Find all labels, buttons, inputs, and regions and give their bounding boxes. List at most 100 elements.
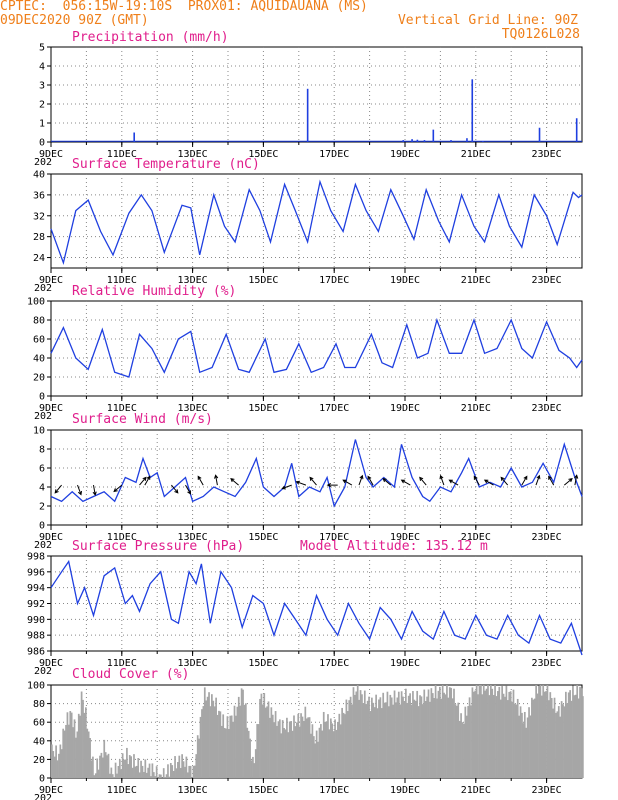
y-tick-label: 100 [27, 297, 45, 308]
cloud-bar [358, 699, 360, 778]
y-tick-label: 20 [33, 755, 45, 766]
cloud-bar [542, 685, 545, 778]
cloud-bar [271, 714, 274, 778]
cloud-bar [124, 759, 127, 778]
cloud-bar [509, 691, 512, 778]
cloud-bar [526, 717, 529, 778]
cloud-bar [150, 776, 152, 778]
y-tick-label: 80 [33, 316, 45, 327]
cloud-bar [59, 744, 62, 778]
cloud-bar [66, 712, 69, 778]
x-tick-label: 9DEC [39, 403, 63, 414]
panel-6: 0 20 40 60 80 100 9DEC 11DEC 13DEC 15DEC 17DEC 19DE… [27, 667, 584, 800]
cloud-bar [261, 704, 264, 778]
wind-arrow [144, 475, 151, 486]
cloud-bar [373, 707, 376, 778]
cloud-bar [131, 767, 134, 778]
cloud-bar [94, 773, 97, 778]
cloud-bar [337, 721, 339, 778]
cloud-bar [126, 747, 128, 778]
cloud-bar [213, 706, 216, 778]
cloud-bar [240, 688, 243, 778]
cloud-bar [65, 724, 67, 778]
y-tick-label: 28 [33, 232, 45, 243]
cloud-bar [144, 759, 147, 778]
precip-bar [575, 118, 578, 142]
model-altitude: Model Altitude: 135.12 m [300, 539, 488, 554]
cloud-bar [327, 714, 329, 778]
cloud-bar [342, 712, 345, 778]
cloud-bar [355, 691, 358, 778]
cloud-bar [478, 685, 481, 778]
cloud-bar [198, 738, 200, 778]
y-tick-label: 0 [39, 392, 45, 403]
cloud-bar [388, 706, 390, 778]
cloud-bar [175, 768, 178, 778]
cloud-bar [239, 705, 242, 778]
y-tick-label: 32 [33, 211, 45, 222]
x-tick-label: 21DEC [461, 403, 491, 414]
cloud-bar [489, 685, 492, 778]
cloud-bar [259, 698, 261, 778]
cloud-bar [147, 767, 150, 778]
cloud-bar [236, 706, 239, 778]
cloud-bar [116, 773, 118, 778]
cloud-bar [294, 726, 297, 778]
x-year-stub: 202 [34, 157, 52, 168]
cloud-bar [546, 685, 549, 778]
panel-1: 0 1 2 3 4 5 9DEC 11DEC 13DEC 15DEC 17DEC 19DEC 21DEC… [34, 30, 583, 168]
cloud-bar [110, 767, 113, 778]
panel-title: Precipitation (mm/h) [72, 30, 229, 45]
cloud-bar [344, 714, 346, 778]
cloud-bar [120, 769, 123, 778]
wind-arrow [439, 474, 445, 486]
cloud-bar [413, 699, 416, 778]
cloud-bar [331, 723, 334, 778]
precip-bar [306, 88, 309, 142]
cloud-bar [335, 729, 338, 778]
cloud-bar [246, 727, 249, 778]
panel-5: 986 988 990 992 994 996 998 9DEC 11DEC 13DEC 15DEC… [27, 539, 583, 677]
cloud-bar [172, 770, 175, 778]
cloud-bar [134, 766, 137, 778]
cloud-bar [67, 724, 70, 778]
cloud-bar [329, 718, 332, 778]
cloud-bar [114, 762, 117, 778]
cloud-bar [107, 753, 110, 778]
cloud-bar [354, 694, 356, 778]
cloud-bar [158, 774, 161, 778]
x-tick-label: 19DEC [390, 658, 420, 669]
cloud-bar [569, 690, 571, 778]
cloud-bar [407, 695, 410, 778]
cloud-bar [52, 751, 55, 778]
cloud-bar [455, 705, 458, 778]
y-tick-label: 5 [39, 43, 45, 54]
y-tick-label: 4 [39, 483, 45, 494]
cloud-bar [451, 698, 454, 778]
panel-3: 0 20 40 60 80 100 9DEC 11DEC 13DEC 15DEC 17DEC 19DE… [27, 284, 583, 422]
header-grid-line: Vertical Grid Line: 90Z [397, 13, 578, 28]
cloud-bar [324, 721, 327, 778]
wind-arrow [113, 484, 123, 493]
cloud-bar [480, 685, 482, 778]
cloud-bar [514, 703, 516, 778]
cloud-bar [555, 712, 557, 778]
cloud-bar [421, 704, 424, 778]
header-station: CPTEC: 056:15W-19:10S PROX01: AQUIDAUANA… [0, 0, 368, 14]
cloud-bar [219, 711, 222, 778]
x-year-stub: 202 [34, 666, 52, 677]
cloud-bar [463, 723, 465, 778]
cloud-bar [145, 772, 148, 778]
cloud-bar [427, 689, 430, 778]
x-tick-label: 13DEC [178, 532, 208, 543]
cloud-bar [229, 715, 232, 778]
x-tick-label: 21DEC [461, 532, 491, 543]
cloud-bar [351, 704, 353, 778]
precip-bar [423, 140, 426, 142]
cloud-bar [375, 694, 377, 778]
x-tick-label: 15DEC [248, 532, 278, 543]
cloud-bar [140, 760, 142, 778]
cloud-bar [264, 707, 267, 778]
cloud-bar [101, 757, 104, 778]
cloud-bar [429, 701, 431, 778]
